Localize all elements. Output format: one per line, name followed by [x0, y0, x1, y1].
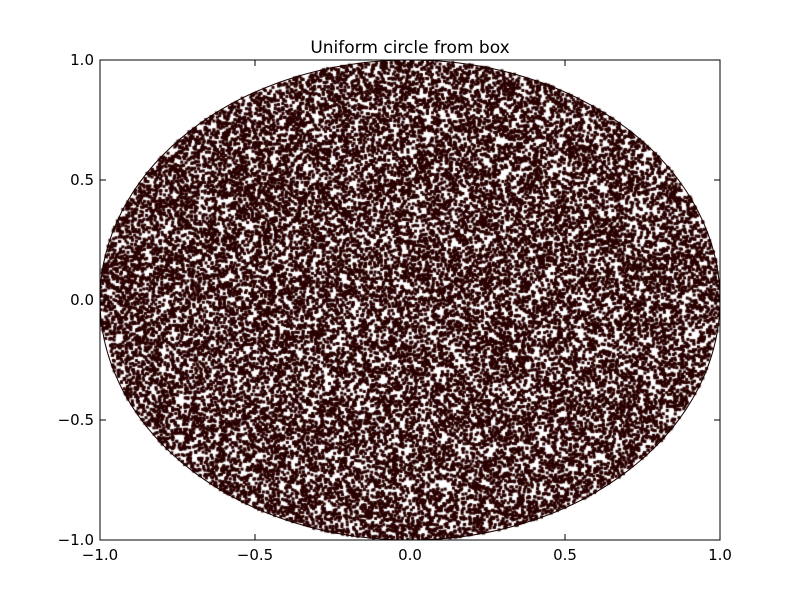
- plot-area: [100, 60, 720, 540]
- x-tick-label: 0.5: [553, 546, 577, 564]
- y-tick-label: 0.0: [70, 291, 94, 309]
- axes: −1.0 −0.5 0.0 0.5 1.0 −1.0 −0.5 0.0 0.5 1.0: [58, 51, 732, 564]
- y-tick-label: 1.0: [70, 51, 94, 69]
- y-tick-label: −0.5: [58, 411, 94, 429]
- scatter-points: [100, 60, 720, 540]
- x-tick-label: 0.0: [398, 546, 422, 564]
- chart-title: Uniform circle from box: [310, 38, 509, 58]
- y-tick-label: 0.5: [70, 171, 94, 189]
- x-tick-label: 1.0: [708, 546, 732, 564]
- x-tick-label: −0.5: [237, 546, 273, 564]
- y-tick-label: −1.0: [58, 531, 94, 549]
- x-tick-label: −1.0: [82, 546, 118, 564]
